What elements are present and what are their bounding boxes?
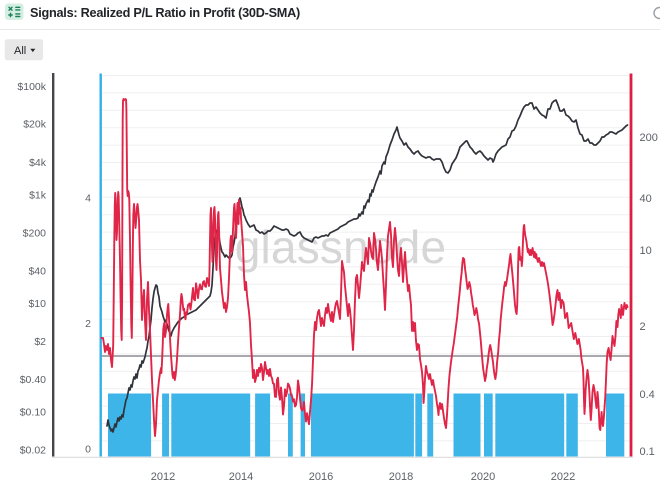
svg-text:$2: $2 <box>34 336 46 348</box>
svg-text:0: 0 <box>85 444 91 456</box>
svg-text:2: 2 <box>640 321 646 333</box>
svg-text:0.4: 0.4 <box>640 389 655 401</box>
svg-text:40: 40 <box>640 193 652 205</box>
svg-text:2020: 2020 <box>471 471 495 483</box>
svg-text:$0.10: $0.10 <box>20 407 46 419</box>
svg-text:2022: 2022 <box>551 471 575 483</box>
svg-text:$100k: $100k <box>17 81 46 93</box>
svg-text:$20k: $20k <box>23 119 47 131</box>
svg-text:2012: 2012 <box>151 471 175 483</box>
svg-text:All: All <box>14 45 26 57</box>
svg-text:0.1: 0.1 <box>640 446 655 458</box>
svg-text:2014: 2014 <box>229 471 253 483</box>
svg-text:$0.02: $0.02 <box>20 445 46 457</box>
svg-text:$0.40: $0.40 <box>20 374 46 386</box>
svg-text:2016: 2016 <box>309 471 333 483</box>
svg-text:200: 200 <box>640 132 658 144</box>
svg-text:2: 2 <box>85 318 91 330</box>
svg-text:$200: $200 <box>23 227 47 239</box>
svg-text:$4k: $4k <box>29 157 47 169</box>
svg-text:Signals: Realized P/L Ratio in: Signals: Realized P/L Ratio in Profit (3… <box>30 6 300 20</box>
svg-text:$10: $10 <box>28 298 46 310</box>
svg-text:10: 10 <box>640 245 652 257</box>
svg-text:2018: 2018 <box>389 471 413 483</box>
svg-text:glassnode: glassnode <box>235 221 447 273</box>
svg-text:$1k: $1k <box>29 189 47 201</box>
svg-text:$40: $40 <box>28 265 46 277</box>
svg-text:4: 4 <box>85 193 91 205</box>
